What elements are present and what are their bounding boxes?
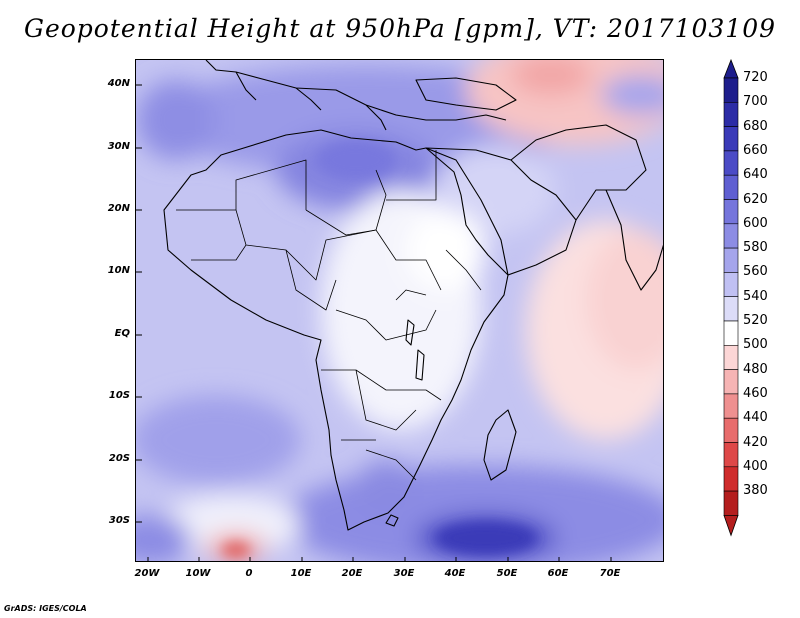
africa-coastline [163,129,509,531]
colorbar-label: 680 [743,118,768,134]
lat-label-eq: EQ [114,328,130,339]
frame-ticks [136,84,612,561]
lon-label-10w: 10W [185,568,211,579]
lon-label-60e: 60E [547,568,569,579]
lat-label-20s: 20S [108,453,130,464]
colorbar-label: 420 [743,434,768,450]
colorbar-label: 580 [743,240,768,256]
lon-label-30e: 30E [393,568,415,579]
lat-label-10n: 10N [107,265,130,276]
colorbar-label: 600 [743,215,768,231]
colorbar-cell [723,296,739,322]
colorbar-label: 480 [743,361,768,377]
lat-label-40n: 40N [107,78,130,89]
height-field-map [136,60,663,561]
coastlines [163,60,663,531]
lon-label-70e: 70E [599,568,621,579]
colorbar-cell [723,174,739,200]
colorbar-cell [723,272,739,297]
lon-label-50e: 50E [496,568,518,579]
lon-label-10e: 10E [290,568,312,579]
field-shading [136,60,663,561]
colorbar-label: 520 [743,313,768,328]
colorbar-cell [723,369,739,395]
colorbar-label: 380 [743,483,768,499]
colorbar-cell [723,344,739,370]
colorbar-cell [723,150,739,176]
colorbar-label: 700 [743,94,768,110]
lon-label-20e: 20E [341,568,363,579]
colorbar-cell [723,199,739,225]
colorbar-top-arrow [723,58,739,79]
colorbar-cell [723,101,739,127]
footer-credit: GrADS: IGES/COLA [4,604,87,613]
colorbar-label: 620 [743,191,768,207]
colorbar-cell [723,247,739,273]
colorbar-cell [723,490,739,516]
madagascar-outline [483,409,517,481]
lon-label-40e: 40E [444,568,466,579]
colorbar-label: 640 [743,167,768,183]
colorbar-label: 460 [743,385,768,401]
colorbar-label: 500 [743,337,768,353]
colorbar-label: 720 [743,70,768,85]
colorbar-label: 560 [743,264,768,280]
colorbar-cell [723,466,739,492]
map-panel [135,59,664,562]
colorbar-cell [723,77,739,103]
colorbar [723,58,739,537]
colorbar-cell [723,393,739,419]
colorbar-label: 540 [743,288,768,304]
lon-label-0: 0 [245,568,253,579]
colorbar-label: 440 [743,410,768,426]
lat-label-10s: 10S [108,390,130,401]
colorbar-label: 400 [743,458,768,474]
lat-label-30s: 30S [108,515,130,526]
lon-label-20w: 20W [134,568,160,579]
colorbar-cell [723,417,739,443]
colorbar-cell [723,442,739,468]
lat-label-30n: 30N [107,141,130,152]
colorbar-cell [723,320,739,346]
colorbar-cell [723,126,739,152]
colorbar-label: 660 [743,142,768,158]
colorbar-bottom-arrow [723,514,739,537]
lat-label-20n: 20N [107,203,130,214]
chart-title: Geopotential Height at 950hPa [gpm], VT:… [23,14,777,43]
colorbar-cell [723,223,739,249]
